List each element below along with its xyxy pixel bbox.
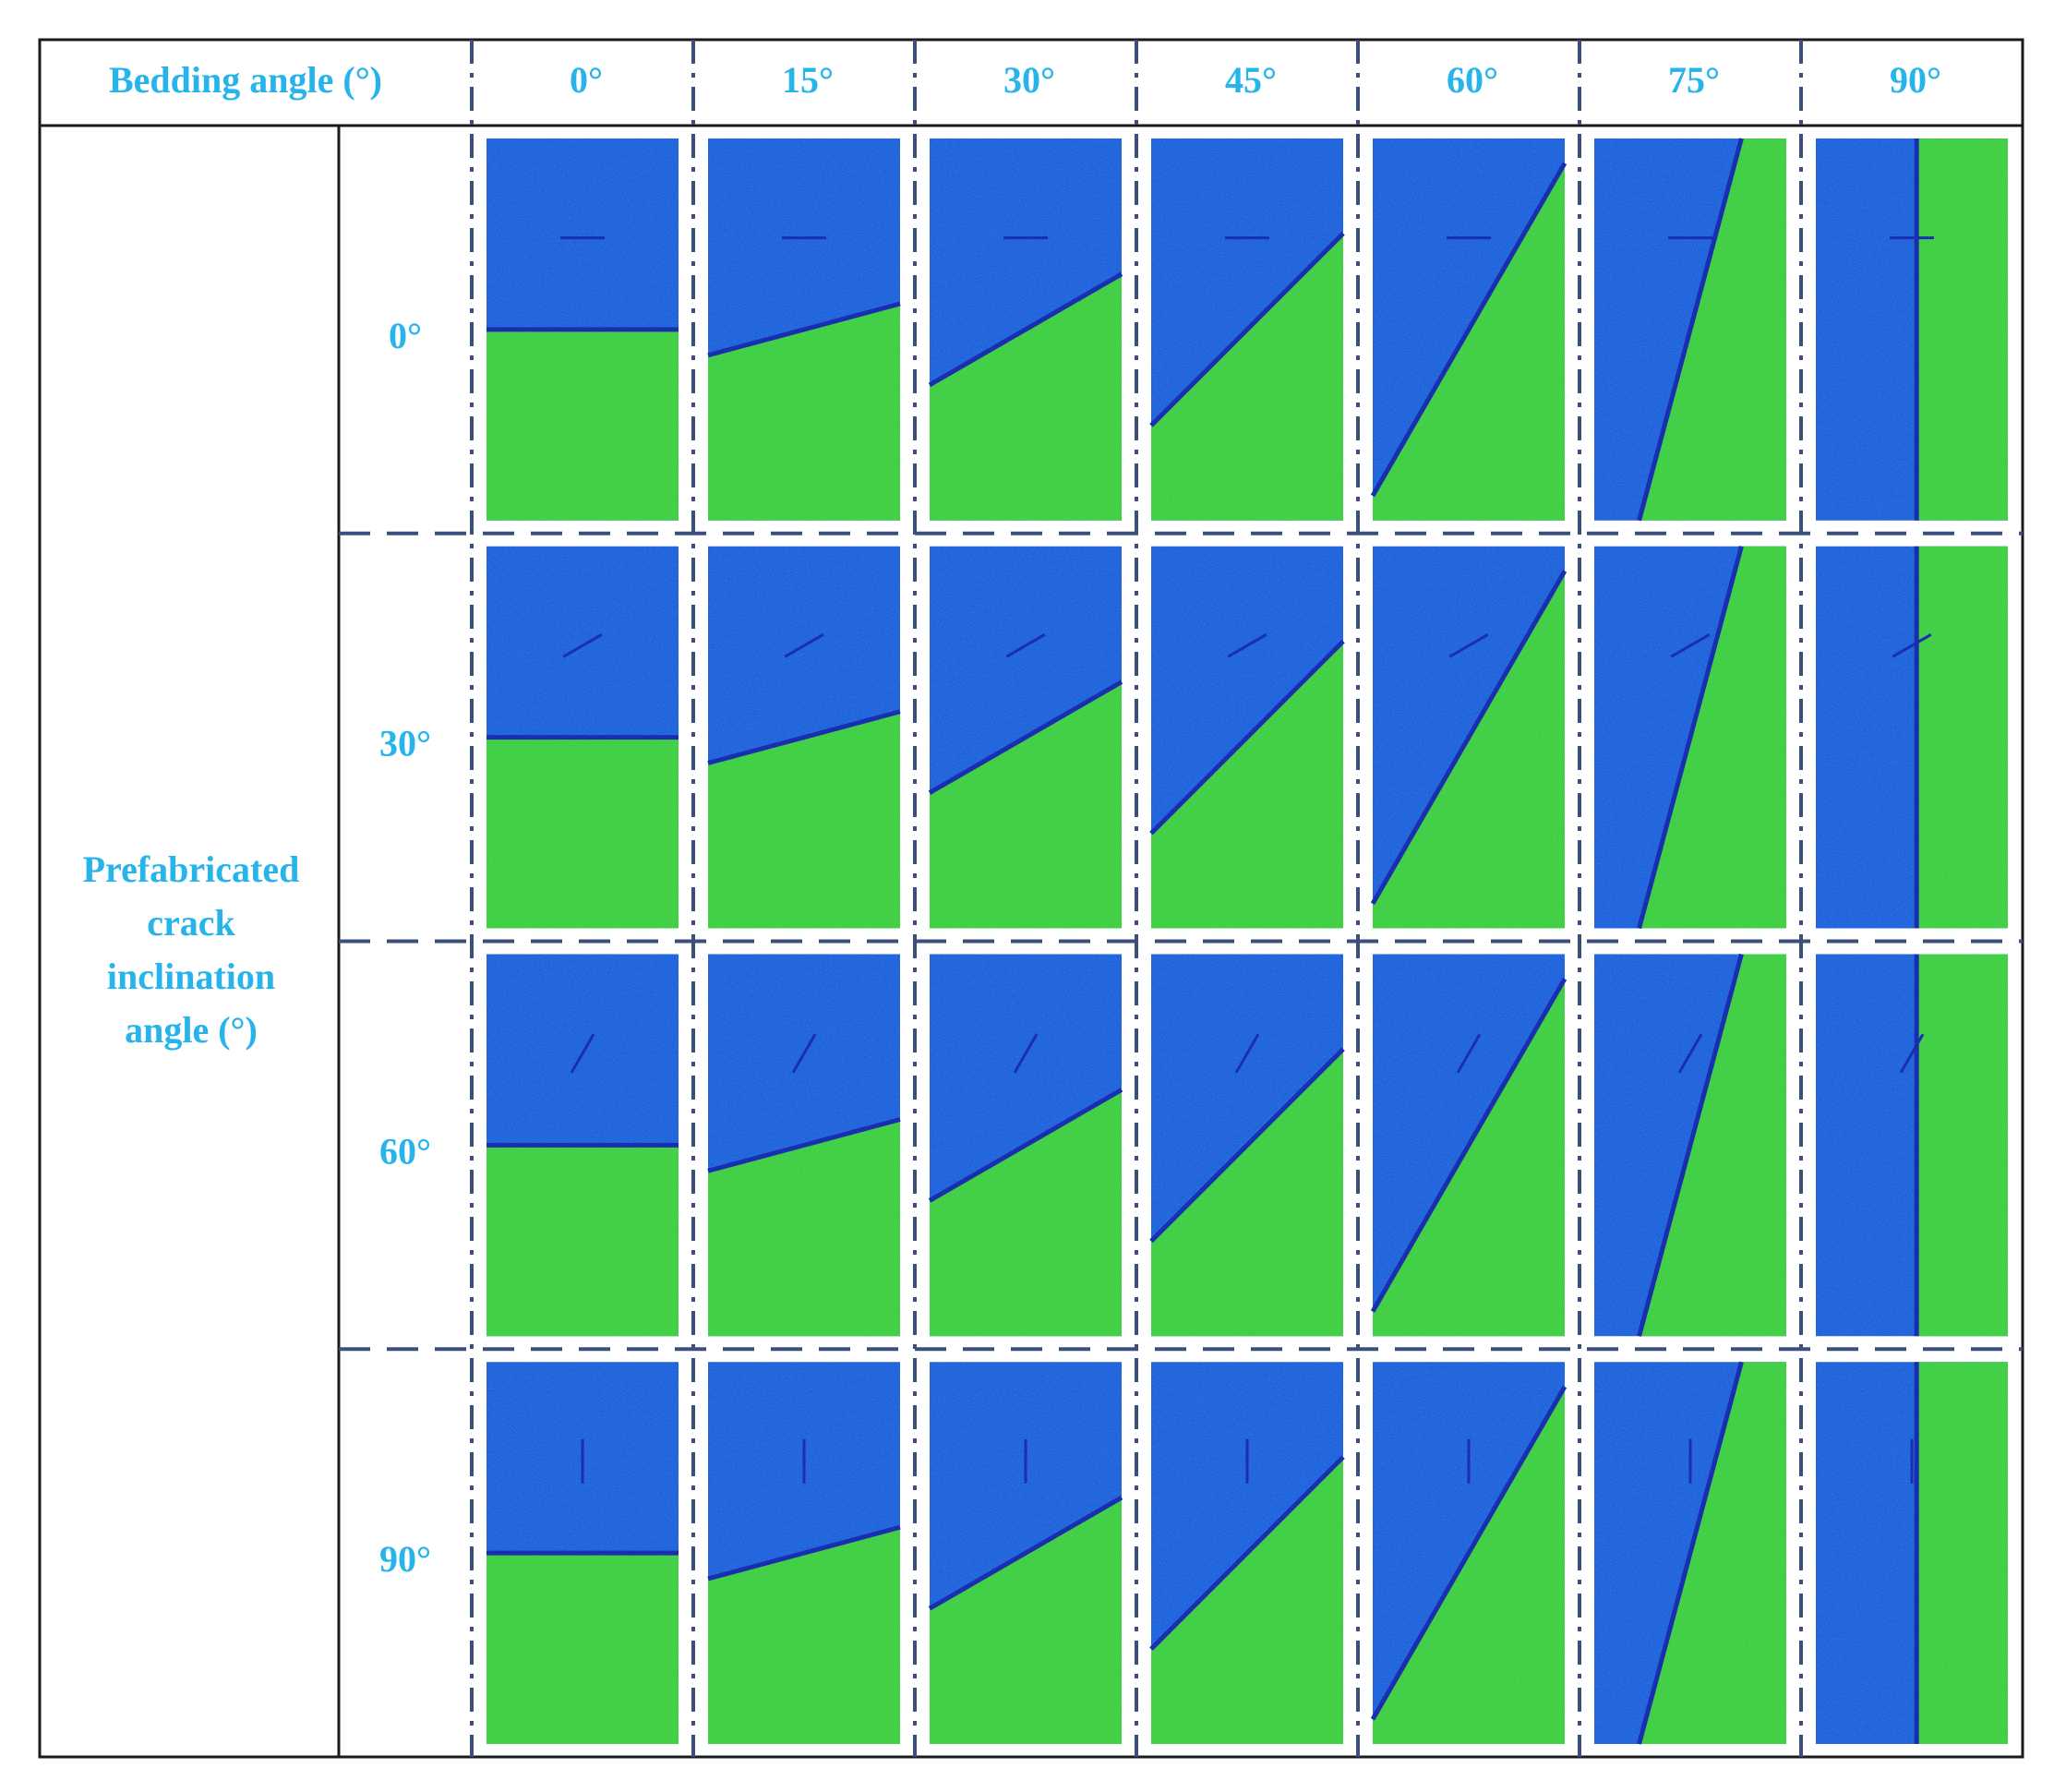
panel-r3-c3	[1149, 1362, 1345, 1744]
prefabricated-crack	[562, 633, 603, 658]
crack-angle-label-line-3: angle (°)	[125, 1009, 258, 1051]
bedding-plane	[1370, 977, 1568, 1313]
bedding-plane	[928, 680, 1123, 795]
bedding-angle-header-0: 0°	[570, 59, 603, 101]
panel-r0-c0	[486, 138, 679, 521]
panel-r1-c0	[486, 546, 679, 929]
panel-r0-c2	[928, 138, 1123, 521]
grid-dividers	[339, 40, 2023, 1757]
prefabricated-crack	[791, 1033, 817, 1074]
texture-noise	[1816, 138, 2008, 521]
panel-r0-c3	[1149, 138, 1345, 521]
prefabricated-crack	[1005, 633, 1046, 658]
panel-r0-c6	[1816, 138, 2008, 521]
prefabricated-crack	[1892, 633, 1932, 658]
prefabricated-crack	[1448, 633, 1489, 658]
prefabricated-crack	[1234, 1033, 1260, 1074]
bedding-plane	[1637, 1361, 1744, 1745]
panel-r2-c4	[1370, 954, 1568, 1337]
bedding-plane	[1637, 138, 1744, 522]
crack-angle-row-label-2: 60°	[379, 1130, 431, 1172]
panel-r2-c6	[1816, 954, 2008, 1337]
crack-angle-label-line-1: crack	[147, 902, 235, 944]
bedding-angle-header-3: 45°	[1225, 59, 1277, 101]
prefabricated-crack	[1670, 633, 1711, 658]
bedding-angle-header-4: 60°	[1447, 59, 1498, 101]
panel-r1-c2	[928, 546, 1123, 929]
crack-angle-row-labels: 0° 30° 60° 90°	[379, 315, 431, 1580]
bedding-plane	[707, 1117, 901, 1173]
panel-r0-c5	[1594, 138, 1786, 522]
panel-r2-c0	[486, 954, 679, 1337]
prefabricated-crack	[1456, 1033, 1482, 1074]
panel-r0-c1	[707, 138, 901, 521]
bedding-plane	[707, 301, 901, 358]
panel-r1-c1	[707, 546, 901, 929]
prefabricated-crack	[1899, 1033, 1925, 1074]
texture-noise	[1816, 546, 2008, 929]
crack-angle-label-line-2: inclination	[107, 956, 275, 997]
prefabricated-crack	[1227, 633, 1267, 658]
panel-r2-c5	[1594, 953, 1786, 1337]
crack-angle-row-label-3: 90°	[379, 1538, 431, 1580]
bedding-plane	[1637, 953, 1744, 1337]
panel-r1-c5	[1594, 546, 1786, 930]
bedding-plane	[1370, 570, 1568, 906]
prefabricated-crack	[1013, 1033, 1039, 1074]
bedding-plane	[1637, 546, 1744, 930]
panel-r1-c4	[1370, 546, 1568, 929]
texture-noise	[1816, 1362, 2008, 1744]
bedding-angle-header-5: 75°	[1668, 59, 1720, 101]
texture-noise	[1816, 954, 2008, 1337]
bedding-plane	[928, 271, 1123, 388]
bedding-plane	[707, 1524, 901, 1582]
panel-r0-c4	[1370, 138, 1568, 521]
bedding-plane	[928, 1088, 1123, 1203]
crack-angle-label-line-0: Prefabricated	[83, 848, 300, 890]
outer-frame	[38, 38, 2024, 1759]
prefabricated-crack	[784, 633, 824, 658]
bedding-angle-header-1: 15°	[782, 59, 834, 101]
crack-angle-row-label-1: 30°	[379, 723, 431, 764]
panel-r1-c3	[1149, 546, 1345, 929]
simulation-panels	[486, 138, 2008, 1745]
bedding-plane	[1149, 1047, 1345, 1244]
bedding-plane	[1370, 162, 1568, 498]
bedding-angle-label: Bedding angle (°)	[109, 59, 382, 101]
panel-r1-c6	[1816, 546, 2008, 929]
prefabricated-crack	[570, 1033, 595, 1074]
bedding-angle-headers: 0° 15° 30° 45° 60° 75° 90°	[570, 59, 1941, 101]
panel-r3-c6	[1816, 1362, 2008, 1744]
bedding-plane	[707, 709, 901, 765]
bedding-plane	[928, 1495, 1123, 1611]
panel-r3-c4	[1370, 1362, 1568, 1744]
panel-r3-c0	[486, 1362, 679, 1744]
prefabricated-crack	[1677, 1033, 1703, 1074]
bedding-plane	[1149, 1455, 1345, 1651]
panel-r2-c3	[1149, 954, 1345, 1337]
bedding-angle-header-2: 30°	[1003, 59, 1055, 101]
crack-angle-row-label-0: 0°	[389, 315, 422, 356]
panel-r3-c2	[928, 1362, 1123, 1744]
bedding-plane	[1149, 639, 1345, 836]
bedding-plane	[1370, 1385, 1568, 1721]
crack-angle-axis-label: Prefabricated crack inclination angle (°)	[83, 848, 300, 1051]
bedding-angle-header-6: 90°	[1890, 59, 1941, 101]
panel-r2-c1	[707, 954, 901, 1337]
panel-r3-c5	[1594, 1361, 1786, 1745]
bedding-plane	[1149, 232, 1345, 427]
panel-r2-c2	[928, 954, 1123, 1337]
panel-r3-c1	[707, 1362, 901, 1744]
